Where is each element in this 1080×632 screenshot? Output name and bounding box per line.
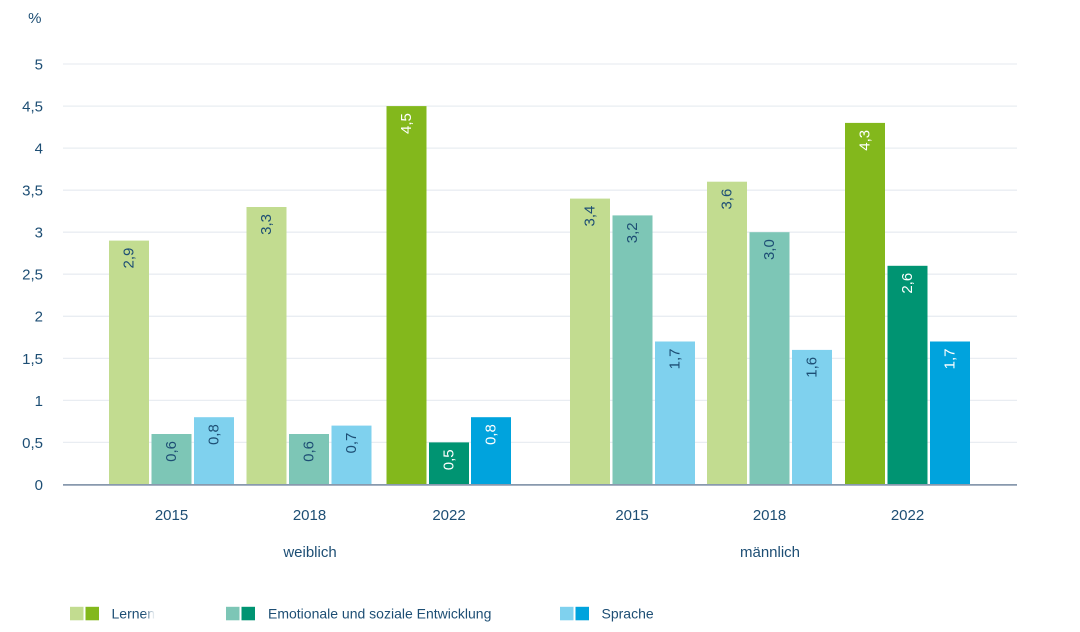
svg-text:2015: 2015 bbox=[615, 507, 648, 524]
svg-text:4,5: 4,5 bbox=[398, 113, 415, 134]
svg-text:3: 3 bbox=[35, 225, 43, 242]
svg-text:Emotionale und soziale Entwick: Emotionale und soziale Entwicklung bbox=[268, 605, 491, 621]
svg-text:4,5: 4,5 bbox=[22, 99, 43, 116]
svg-text:1: 1 bbox=[35, 393, 43, 410]
svg-text:2018: 2018 bbox=[753, 507, 786, 524]
svg-text:1,7: 1,7 bbox=[667, 349, 684, 370]
svg-text:3,6: 3,6 bbox=[719, 189, 736, 210]
svg-text:männlich: männlich bbox=[740, 544, 800, 561]
svg-text:3,3: 3,3 bbox=[258, 214, 275, 235]
svg-text:3,2: 3,2 bbox=[624, 222, 641, 243]
svg-text:1,6: 1,6 bbox=[804, 357, 821, 378]
svg-text:2: 2 bbox=[35, 309, 43, 326]
svg-text:5: 5 bbox=[35, 56, 43, 73]
svg-text:Sprache: Sprache bbox=[602, 605, 654, 621]
svg-text:0,8: 0,8 bbox=[483, 424, 500, 445]
svg-text:2015: 2015 bbox=[155, 507, 188, 524]
svg-text:3,0: 3,0 bbox=[761, 239, 778, 260]
svg-text:3,4: 3,4 bbox=[582, 206, 599, 227]
svg-text:2018: 2018 bbox=[293, 507, 326, 524]
svg-text:2,9: 2,9 bbox=[121, 248, 138, 269]
svg-text:0,6: 0,6 bbox=[163, 441, 180, 462]
svg-text:1,5: 1,5 bbox=[22, 351, 43, 368]
svg-text:weiblich: weiblich bbox=[282, 544, 336, 561]
svg-text:0: 0 bbox=[35, 477, 43, 494]
svg-text:0,8: 0,8 bbox=[206, 424, 223, 445]
svg-text:0,5: 0,5 bbox=[441, 449, 458, 470]
svg-text:3,5: 3,5 bbox=[22, 183, 43, 200]
svg-text:%: % bbox=[28, 10, 41, 27]
svg-text:4,3: 4,3 bbox=[857, 130, 874, 151]
svg-text:0,6: 0,6 bbox=[301, 441, 318, 462]
svg-text:2,6: 2,6 bbox=[899, 273, 916, 294]
svg-text:2022: 2022 bbox=[891, 507, 924, 524]
svg-text:0,7: 0,7 bbox=[343, 433, 360, 454]
svg-text:1,7: 1,7 bbox=[942, 349, 959, 370]
svg-text:2022: 2022 bbox=[432, 507, 465, 524]
svg-text:2,5: 2,5 bbox=[22, 267, 43, 284]
svg-text:4: 4 bbox=[35, 141, 43, 158]
svg-text:0,5: 0,5 bbox=[22, 435, 43, 452]
